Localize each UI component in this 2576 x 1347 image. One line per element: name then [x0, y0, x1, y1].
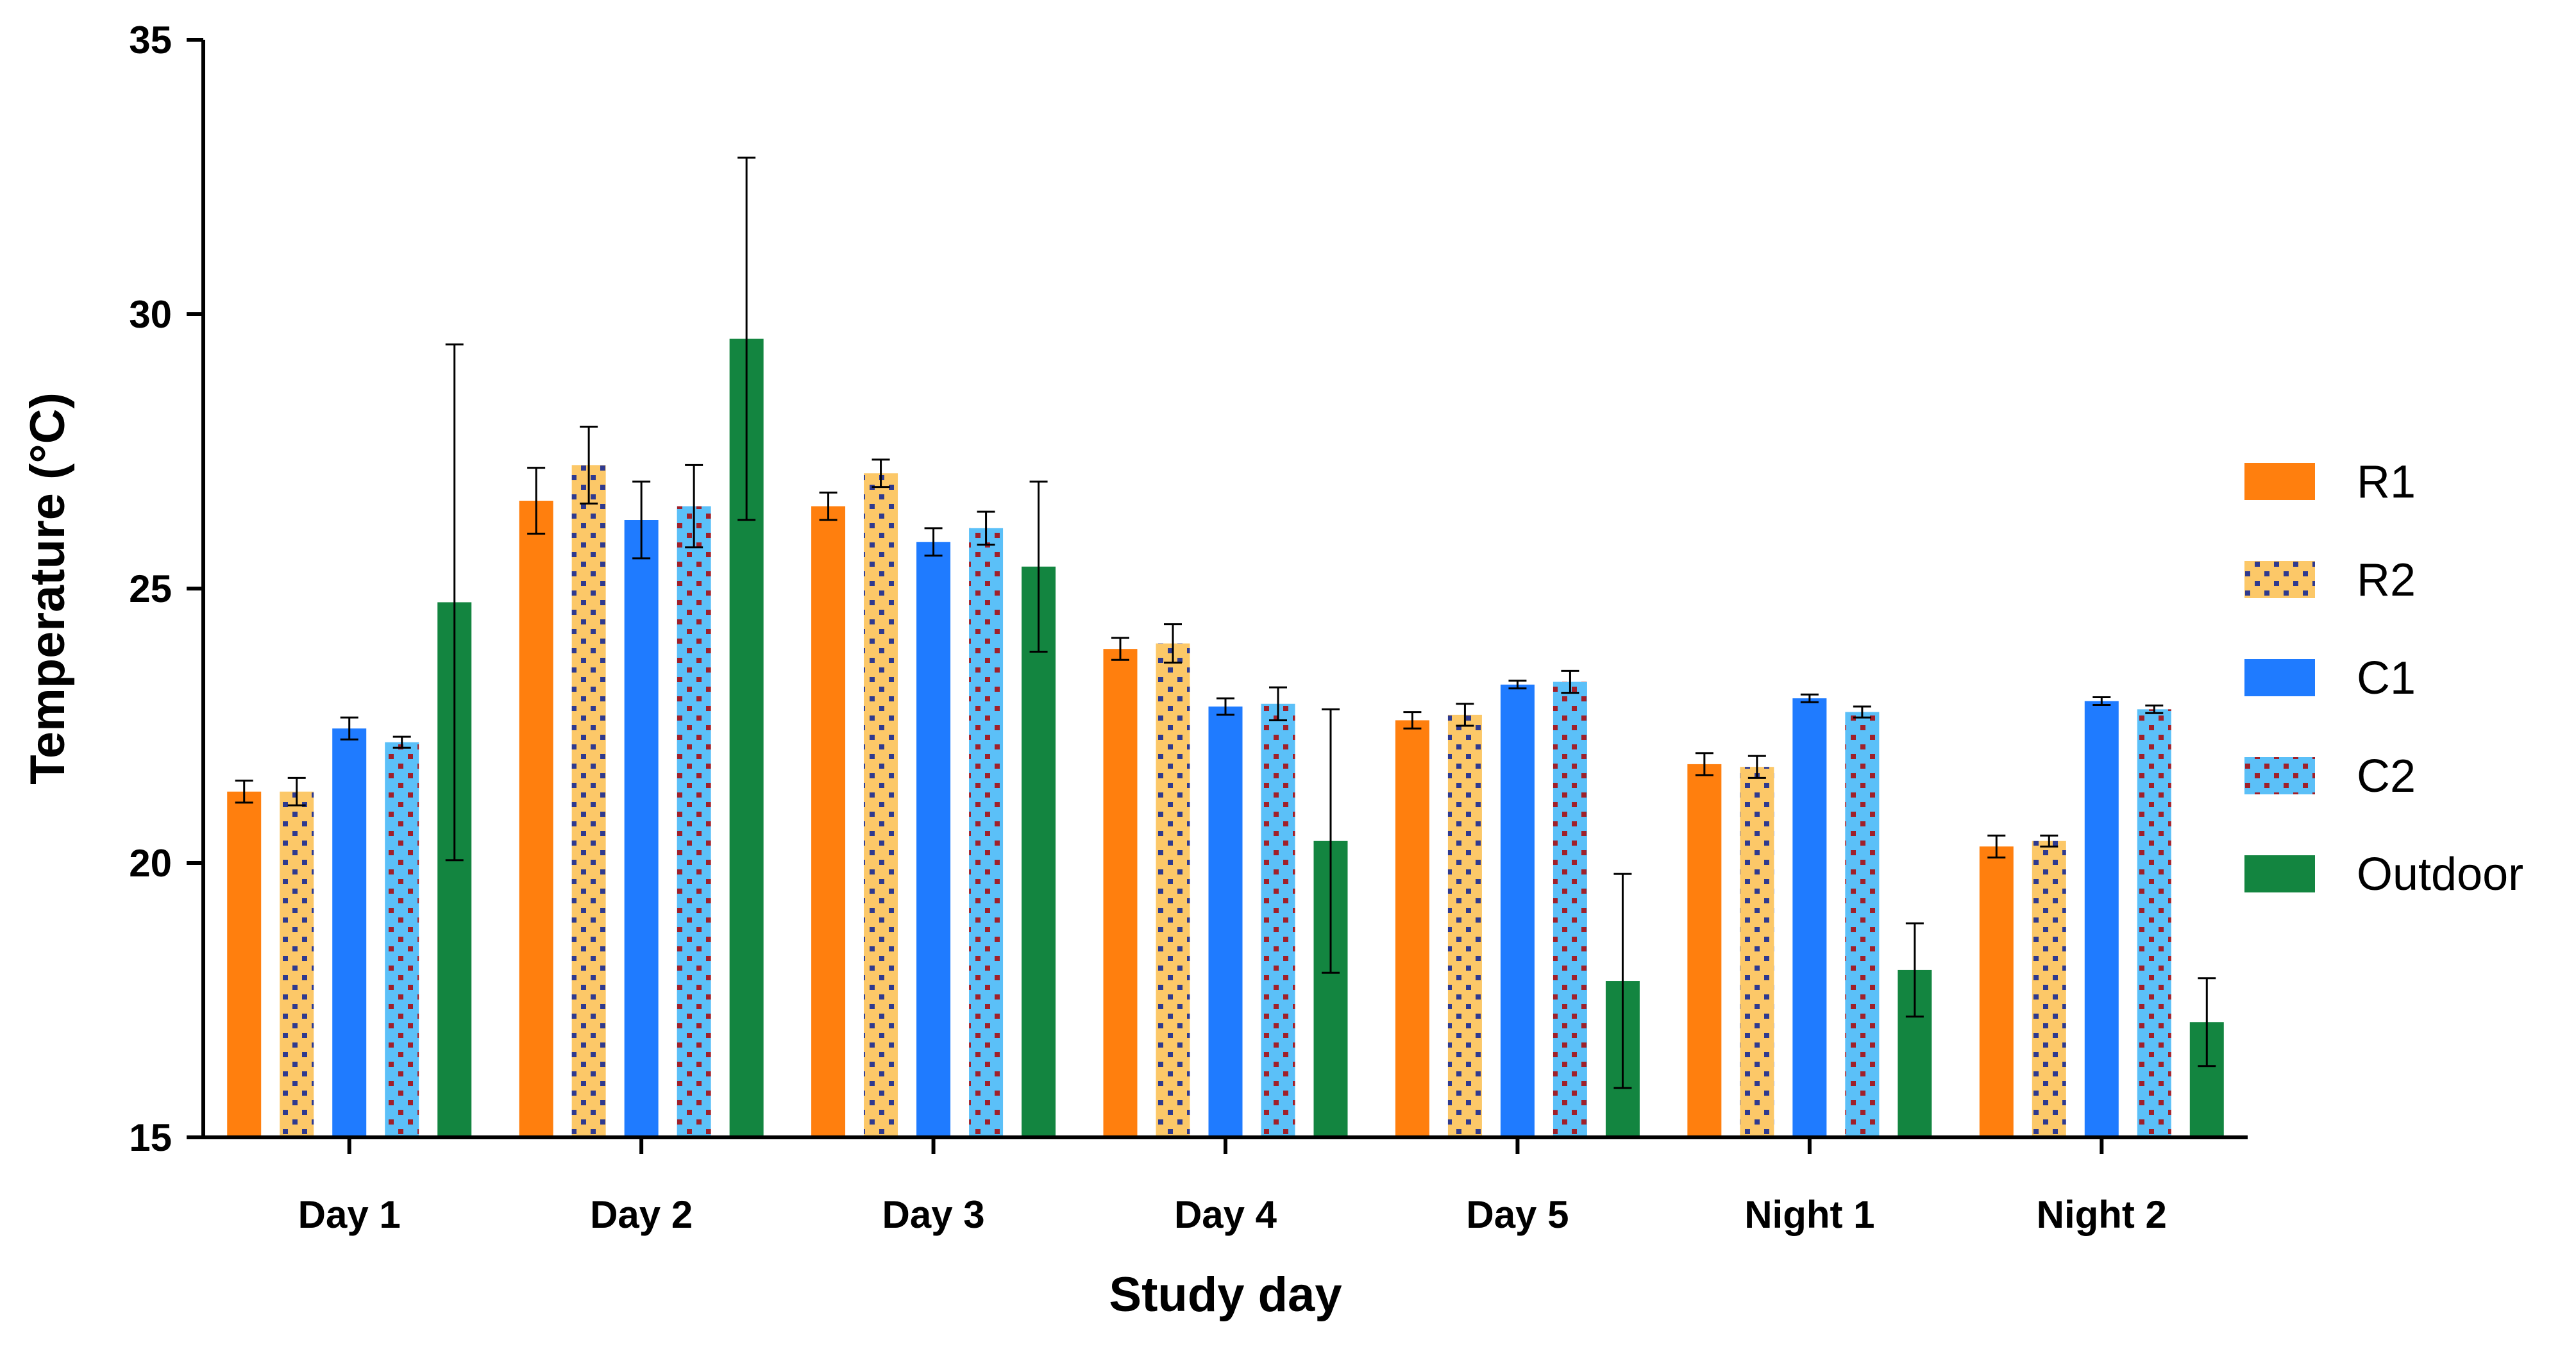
bar-c2-day-4 [1261, 703, 1295, 1137]
legend-label-c1: C1 [2357, 653, 2416, 704]
x-tick-label: Night 1 [1744, 1193, 1874, 1236]
legend-swatch-r2 [2244, 561, 2315, 598]
legend-label-c2: C2 [2357, 751, 2416, 802]
bar-c1-day-5 [1500, 684, 1535, 1137]
bar-outdoor-day-3 [1022, 566, 1056, 1137]
bar-c1-night-1 [1792, 698, 1827, 1137]
bar-r1-day-1 [227, 791, 262, 1137]
legend-swatch-outdoor [2244, 855, 2315, 892]
bar-c1-day-2 [624, 520, 659, 1137]
bar-r1-day-2 [519, 501, 553, 1137]
bar-r2-day-4 [1156, 643, 1190, 1137]
x-tick-label: Night 2 [2037, 1193, 2167, 1236]
y-tick-label: 20 [129, 842, 172, 885]
legend: R1 R2 C1 C2 Outdoor [2244, 456, 2523, 900]
bar-r2-night-2 [2032, 841, 2066, 1137]
x-axis-title: Study day [1109, 1268, 1342, 1322]
y-tick-label: 25 [129, 567, 172, 610]
bar-c1-night-2 [2084, 701, 2119, 1137]
x-tick-label: Day 3 [882, 1193, 985, 1236]
bar-c2-night-1 [1845, 712, 1880, 1137]
bar-r1-night-1 [1687, 764, 1722, 1137]
x-tick-label: Day 2 [590, 1193, 693, 1236]
legend-label-outdoor: Outdoor [2357, 849, 2523, 900]
bar-r2-night-1 [1740, 767, 1774, 1137]
bar-r1-night-2 [1979, 846, 2014, 1137]
legend-label-r2: R2 [2357, 555, 2416, 606]
y-axis-title: Temperature (°C) [21, 392, 75, 785]
bar-c1-day-1 [332, 728, 367, 1137]
bar-r1-day-4 [1103, 649, 1138, 1137]
x-tick-label: Day 1 [298, 1193, 401, 1236]
error-bars-layer [235, 156, 2216, 1089]
x-tick-label: Day 4 [1174, 1193, 1277, 1236]
bar-c1-day-3 [916, 542, 951, 1137]
bar-r2-day-3 [864, 473, 898, 1137]
legend-label-r1: R1 [2357, 456, 2416, 508]
bars-layer [227, 339, 2224, 1137]
bar-c2-night-2 [2137, 709, 2171, 1137]
bar-c2-day-3 [969, 528, 1004, 1137]
y-ticks: 15 20 25 30 35 [129, 19, 203, 1159]
legend-swatch-c2 [2244, 757, 2315, 794]
x-ticks: Day 1 Day 2 Day 3 Day 4 Day 5 Night 1 Night 2 [298, 1137, 2167, 1236]
bar-r2-day-1 [280, 791, 314, 1137]
bar-c2-day-1 [385, 742, 419, 1137]
y-tick-label: 15 [129, 1116, 172, 1159]
bar-r2-day-5 [1447, 714, 1482, 1137]
bar-r2-day-2 [571, 465, 606, 1137]
y-tick-label: 30 [129, 293, 172, 336]
bar-r1-day-3 [811, 506, 846, 1137]
bar-c1-day-4 [1208, 707, 1243, 1137]
bar-c2-day-2 [677, 506, 711, 1137]
legend-swatch-c1 [2244, 659, 2315, 696]
bar-c2-day-5 [1553, 682, 1587, 1137]
bar-r1-day-5 [1395, 720, 1429, 1137]
x-tick-label: Day 5 [1466, 1193, 1569, 1236]
legend-swatch-r1 [2244, 463, 2315, 500]
y-tick-label: 35 [129, 19, 172, 62]
